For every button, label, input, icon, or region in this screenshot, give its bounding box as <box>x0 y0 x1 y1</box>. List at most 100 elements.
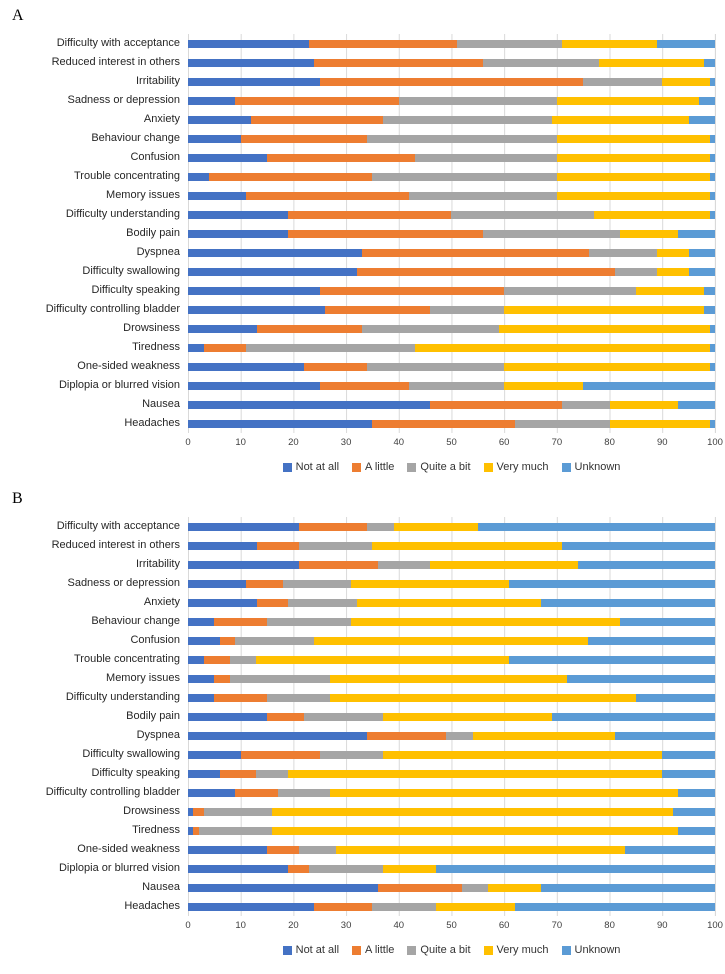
segment-not-at-all <box>188 400 431 409</box>
segment-not-at-all <box>188 674 215 683</box>
bar-track <box>188 902 715 911</box>
segment-not-at-all <box>188 210 289 219</box>
segment-not-at-all <box>188 712 268 721</box>
bar-track <box>188 560 715 569</box>
segment-a-little <box>235 96 399 105</box>
axis-tick-label: 70 <box>551 437 563 448</box>
legend-item: Unknown <box>561 944 621 956</box>
bar-row: Diplopia or blurred vision <box>8 376 718 395</box>
segment-quite-a-bit <box>588 248 658 257</box>
category-label: Difficulty speaking <box>91 767 180 779</box>
segment-not-at-all <box>188 153 268 162</box>
segment-very-much <box>330 693 636 702</box>
segment-quite-a-bit <box>430 305 505 314</box>
segment-unknown <box>662 769 715 778</box>
segment-unknown <box>704 58 715 67</box>
axis-tick-label: 100 <box>707 920 723 931</box>
category-label: One-sided weakness <box>77 843 180 855</box>
category-label: Sadness or depression <box>67 94 180 106</box>
segment-quite-a-bit <box>245 343 415 352</box>
segment-unknown <box>509 655 715 664</box>
bar-track <box>188 229 715 238</box>
bar-track <box>188 617 715 626</box>
segment-a-little <box>219 636 236 645</box>
segment-unknown <box>678 400 715 409</box>
bar-track <box>188 693 715 702</box>
segment-unknown <box>541 883 715 892</box>
category-label: Bodily pain <box>126 710 180 722</box>
bar-row: Difficulty swallowing <box>8 262 718 281</box>
segment-not-at-all <box>188 902 315 911</box>
segment-unknown <box>509 579 715 588</box>
category-label: Nausea <box>142 881 180 893</box>
segment-not-at-all <box>188 115 252 124</box>
segment-very-much <box>372 541 563 550</box>
axis-tick-label: 0 <box>185 437 191 448</box>
segment-unknown <box>688 248 715 257</box>
segment-not-at-all <box>188 191 246 200</box>
segment-a-little <box>288 229 484 238</box>
legend-swatch <box>483 462 493 472</box>
segment-a-little <box>267 712 304 721</box>
segment-unknown <box>704 286 715 295</box>
chart-b-legend: Not at all A little Quite a bit Very much Un… <box>188 942 715 958</box>
segment-quite-a-bit <box>303 712 383 721</box>
segment-unknown <box>625 845 715 854</box>
bar-track <box>188 58 715 67</box>
chart-a-plot-area: Difficulty with acceptance Reduced intere… <box>8 34 718 433</box>
legend-label: Unknown <box>574 944 621 956</box>
segment-unknown <box>688 115 715 124</box>
bar-row: Confusion <box>8 148 718 167</box>
segment-quite-a-bit <box>483 229 621 238</box>
axis-tick-label: 80 <box>604 920 615 931</box>
bar-row: Headaches <box>8 414 718 433</box>
bar-track <box>188 598 715 607</box>
segment-unknown <box>567 674 715 683</box>
axis-tick-label: 40 <box>393 920 405 931</box>
bar-row: Dyspnea <box>8 726 718 745</box>
legend-label: Quite a bit <box>420 461 471 473</box>
bar-track <box>188 674 715 683</box>
segment-very-much <box>414 343 710 352</box>
legend-label: Unknown <box>574 461 621 473</box>
segment-quite-a-bit <box>230 674 331 683</box>
category-label: Difficulty understanding <box>65 691 180 703</box>
segment-quite-a-bit <box>446 731 473 740</box>
segment-quite-a-bit <box>298 541 373 550</box>
segment-a-little <box>309 39 457 48</box>
chart-b-plot-area: Difficulty with acceptance Reduced intere… <box>8 517 718 916</box>
bar-track <box>188 864 715 873</box>
bar-track <box>188 579 715 588</box>
segment-a-little <box>203 343 246 352</box>
segment-very-much <box>351 579 510 588</box>
bar-row: Irritability <box>8 72 718 91</box>
axis-tick-label: 30 <box>340 437 352 448</box>
chart-a-x-axis: 0 10 20 30 40 50 60 70 80 90 100 <box>185 436 723 452</box>
segment-unknown <box>709 362 715 371</box>
panel-b-letter: B <box>12 490 23 507</box>
segment-unknown <box>562 541 715 550</box>
chart-b-x-axis: 0 10 20 30 40 50 60 70 80 90 100 <box>185 919 723 935</box>
segment-a-little <box>193 807 204 816</box>
segment-unknown <box>435 864 715 873</box>
category-label: Confusion <box>130 634 180 646</box>
segment-very-much <box>356 598 542 607</box>
segment-not-at-all <box>188 248 362 257</box>
segment-not-at-all <box>188 39 310 48</box>
segment-unknown <box>514 902 715 911</box>
segment-a-little <box>214 693 268 702</box>
segment-unknown <box>678 229 715 238</box>
segment-not-at-all <box>188 750 241 759</box>
legend-swatch <box>407 945 417 955</box>
category-label: Drowsiness <box>123 322 180 334</box>
segment-a-little <box>314 58 484 67</box>
bar-row: Memory issues <box>8 186 718 205</box>
legend-swatch <box>352 462 362 472</box>
axis-tick-label: 80 <box>604 437 615 448</box>
segment-a-little <box>314 902 373 911</box>
segment-not-at-all <box>188 419 373 428</box>
segment-not-at-all <box>188 522 299 531</box>
axis-tick-label: 60 <box>498 437 510 448</box>
segment-very-much <box>330 788 679 797</box>
segment-not-at-all <box>188 77 320 86</box>
